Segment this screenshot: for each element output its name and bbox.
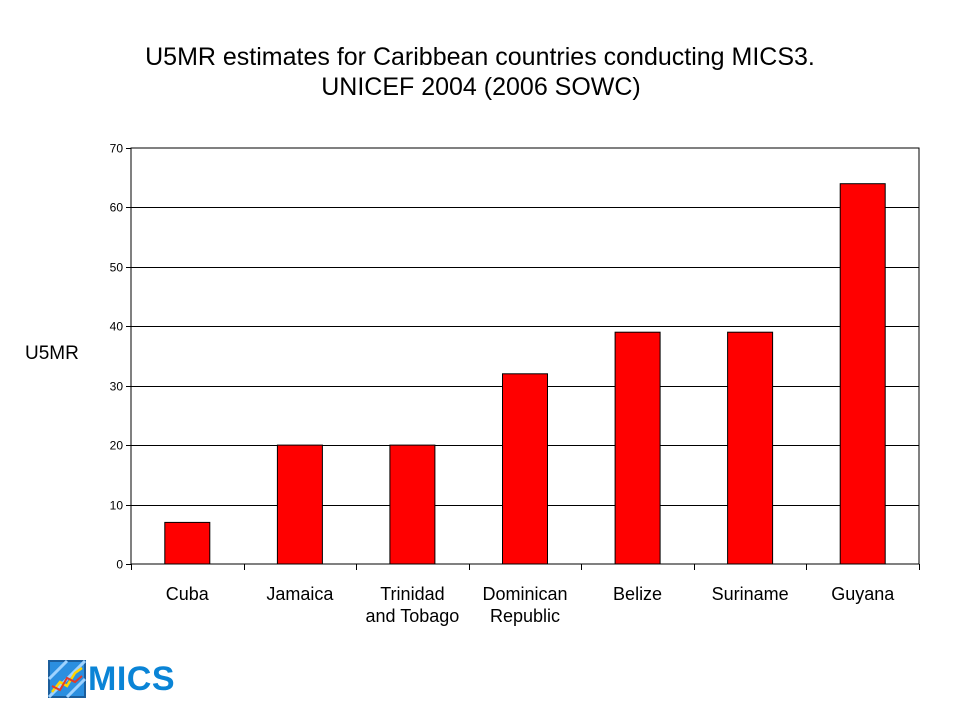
x-category-label-line: Suriname — [712, 584, 789, 604]
x-category-label-line: Dominican — [482, 584, 567, 604]
x-category-label: Belize — [613, 584, 662, 604]
bar — [502, 373, 548, 565]
y-tick-label: 60 — [110, 201, 124, 215]
x-category-label: Trinidad and Tobago — [366, 584, 460, 626]
chart-title-line-1: U5MR estimates for Caribbean countries c… — [145, 43, 815, 71]
y-tick-label: 50 — [110, 261, 124, 275]
mics-logo-text: MICS — [88, 660, 175, 698]
bar — [727, 331, 774, 565]
x-category-label: Jamaica — [266, 584, 334, 604]
x-category-label-line: Belize — [613, 584, 662, 604]
chart-title: U5MR estimates for Caribbean countries c… — [0, 42, 960, 102]
y-tick-label: 0 — [116, 558, 123, 572]
x-category-label: Guyana — [831, 584, 895, 604]
x-category-label: Dominican Republic — [482, 584, 567, 626]
x-category-label-line: Cuba — [166, 584, 210, 604]
bar — [164, 521, 211, 565]
mics-logo: MICS — [46, 656, 186, 704]
y-tick-label: 40 — [110, 320, 124, 334]
y-tick-label: 10 — [110, 499, 124, 513]
x-category-label-line: and Tobago — [366, 606, 460, 626]
bar — [276, 444, 323, 565]
chart-title-line-2: UNICEF 2004 (2006 SOWC) — [321, 73, 641, 101]
x-category-label: Suriname — [712, 584, 789, 604]
bar — [839, 183, 886, 565]
y-tick-label: 30 — [110, 380, 124, 394]
x-category-label-line: Trinidad — [380, 584, 444, 604]
bar — [614, 331, 661, 565]
x-category-label-line: Republic — [490, 606, 560, 626]
y-axis-label: U5MR — [25, 343, 79, 364]
y-tick-label: 20 — [110, 439, 124, 453]
x-category-label-line: Jamaica — [266, 584, 334, 604]
y-tick-label: 70 — [110, 142, 124, 156]
bar — [389, 444, 436, 565]
mics-chart-logo-icon — [48, 660, 86, 698]
x-category-label: Cuba — [166, 584, 210, 604]
x-category-label-line: Guyana — [831, 584, 895, 604]
